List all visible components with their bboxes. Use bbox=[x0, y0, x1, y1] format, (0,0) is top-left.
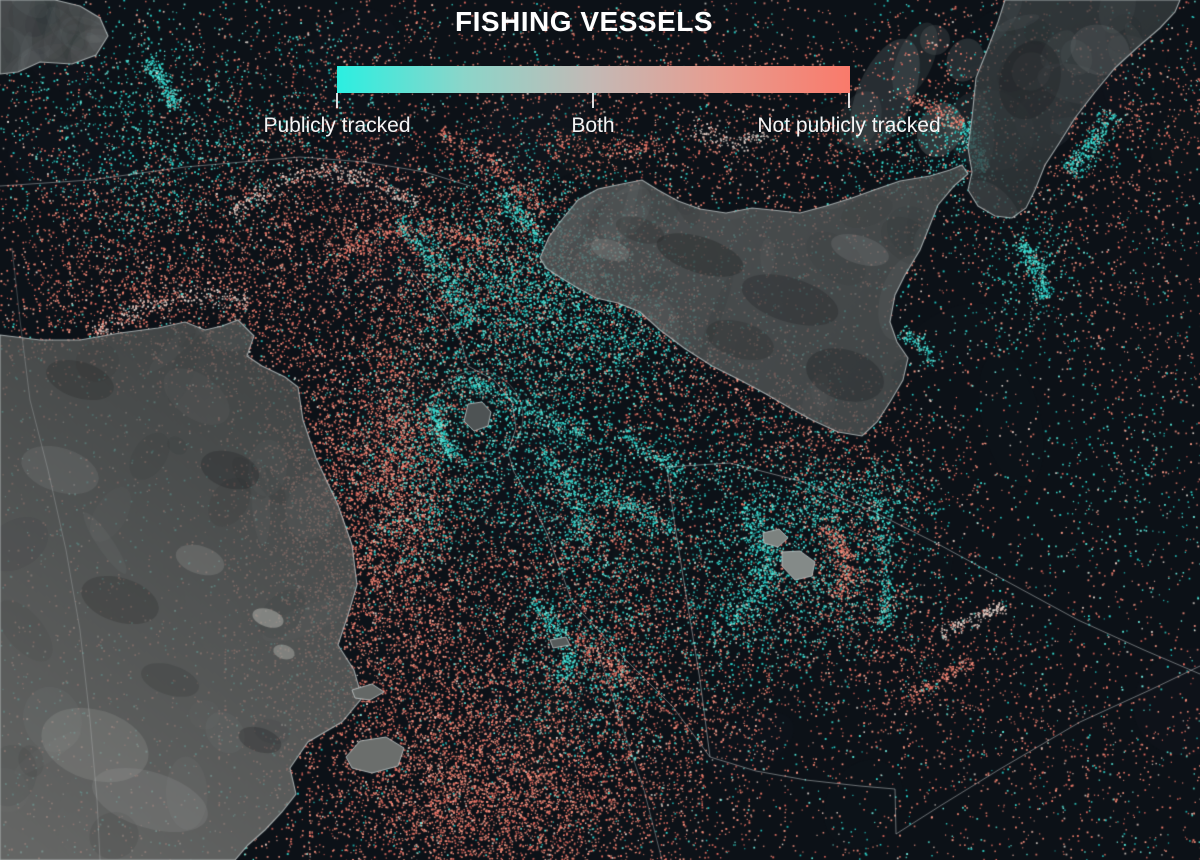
legend-gradient-bar bbox=[337, 66, 850, 93]
legend-label-both: Both bbox=[571, 114, 615, 137]
page-title: FISHING VESSELS bbox=[455, 6, 713, 37]
legend-tick-center bbox=[592, 93, 594, 108]
legend-tick-left bbox=[336, 93, 338, 108]
legend-label-not-publicly-tracked: Not publicly tracked bbox=[757, 114, 941, 137]
legend-tick-right bbox=[848, 93, 850, 108]
legend-label-publicly-tracked: Publicly tracked bbox=[263, 114, 411, 137]
